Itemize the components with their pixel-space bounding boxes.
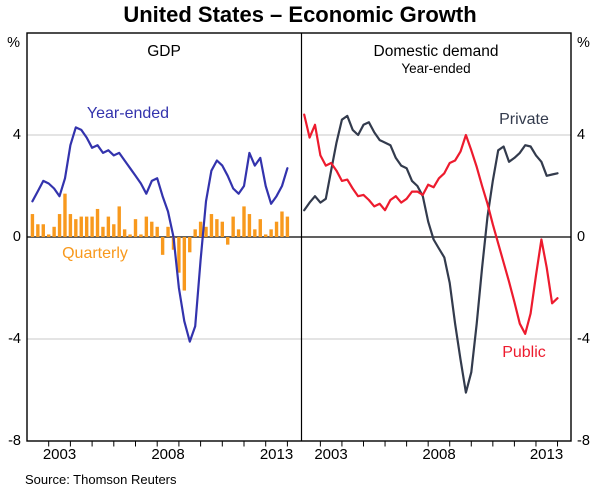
series-label-year-ended: Year-ended bbox=[86, 105, 170, 122]
x-tick-label-right-2008: 2008 bbox=[422, 446, 456, 463]
x-tick-label-left-2003: 2003 bbox=[42, 446, 77, 463]
right-panel-subtitle: Year-ended bbox=[401, 61, 471, 76]
y-tick-label-left--4: -4 bbox=[8, 331, 21, 347]
y-tick-label-right--4: -4 bbox=[577, 331, 590, 347]
y-tick-label-left-0: 0 bbox=[12, 229, 21, 245]
series-label-private: Private bbox=[499, 111, 549, 128]
chart-title: United States – Economic Growth bbox=[123, 2, 477, 27]
x-tick-label-left-2008: 2008 bbox=[151, 446, 185, 463]
y-axis-unit-right: % bbox=[577, 35, 590, 51]
series-label-public: Public bbox=[502, 344, 546, 361]
y-tick-label-right-0: 0 bbox=[577, 229, 586, 245]
x-tick-label-right-2003: 2003 bbox=[314, 446, 348, 463]
y-tick-label-left-4: 4 bbox=[12, 127, 21, 143]
right-panel-title: Domestic demand bbox=[373, 43, 499, 60]
y-tick-label-left--8: -8 bbox=[8, 433, 21, 449]
x-tick-label-left-2013: 2013 bbox=[259, 446, 294, 463]
y-tick-label-right-4: 4 bbox=[577, 127, 586, 143]
y-tick-label-right--8: -8 bbox=[577, 433, 590, 449]
y-axis-unit-left: % bbox=[7, 35, 20, 51]
x-tick-label-right-2013: 2013 bbox=[529, 446, 564, 463]
left-panel-title: GDP bbox=[147, 43, 181, 60]
series-label-quarterly: Quarterly bbox=[62, 245, 128, 262]
source-note: Source: Thomson Reuters bbox=[25, 472, 177, 487]
